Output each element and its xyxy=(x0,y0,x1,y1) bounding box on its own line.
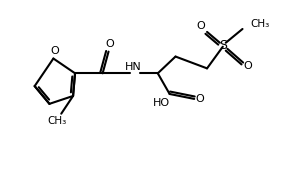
Text: CH₃: CH₃ xyxy=(48,116,67,126)
Text: S: S xyxy=(219,39,227,52)
Text: O: O xyxy=(105,39,114,49)
Text: CH₃: CH₃ xyxy=(250,19,270,29)
Text: O: O xyxy=(197,21,206,31)
Text: O: O xyxy=(243,61,252,71)
Text: O: O xyxy=(50,46,59,56)
Text: HN: HN xyxy=(125,62,141,72)
Text: HO: HO xyxy=(153,98,170,108)
Text: O: O xyxy=(196,94,204,104)
